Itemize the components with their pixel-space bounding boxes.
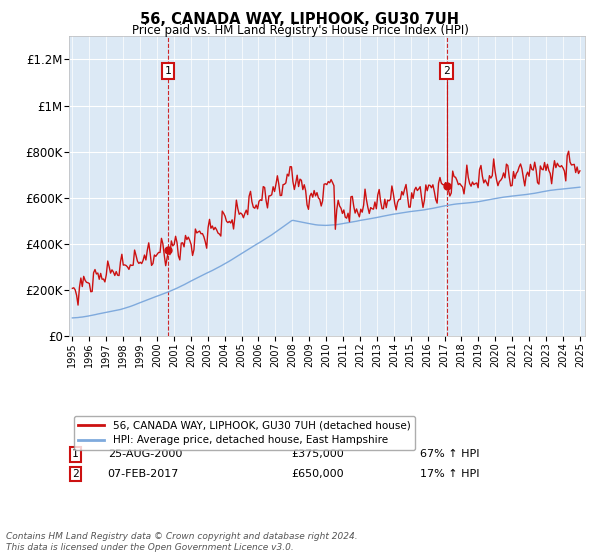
Legend: 56, CANADA WAY, LIPHOOK, GU30 7UH (detached house), HPI: Average price, detached: 56, CANADA WAY, LIPHOOK, GU30 7UH (detac… bbox=[74, 416, 415, 450]
Text: Contains HM Land Registry data © Crown copyright and database right 2024.
This d: Contains HM Land Registry data © Crown c… bbox=[6, 532, 358, 552]
Text: 25-AUG-2000: 25-AUG-2000 bbox=[108, 449, 182, 459]
Text: 56, CANADA WAY, LIPHOOK, GU30 7UH: 56, CANADA WAY, LIPHOOK, GU30 7UH bbox=[140, 12, 460, 27]
Text: 2: 2 bbox=[72, 469, 79, 479]
Text: Price paid vs. HM Land Registry's House Price Index (HPI): Price paid vs. HM Land Registry's House … bbox=[131, 24, 469, 36]
Text: 1: 1 bbox=[164, 66, 172, 76]
Text: £650,000: £650,000 bbox=[291, 469, 344, 479]
Text: £375,000: £375,000 bbox=[291, 449, 344, 459]
Text: 07-FEB-2017: 07-FEB-2017 bbox=[108, 469, 179, 479]
Text: 2: 2 bbox=[443, 66, 450, 76]
Text: 67% ↑ HPI: 67% ↑ HPI bbox=[420, 449, 479, 459]
Text: 1: 1 bbox=[72, 449, 79, 459]
Text: 17% ↑ HPI: 17% ↑ HPI bbox=[420, 469, 479, 479]
